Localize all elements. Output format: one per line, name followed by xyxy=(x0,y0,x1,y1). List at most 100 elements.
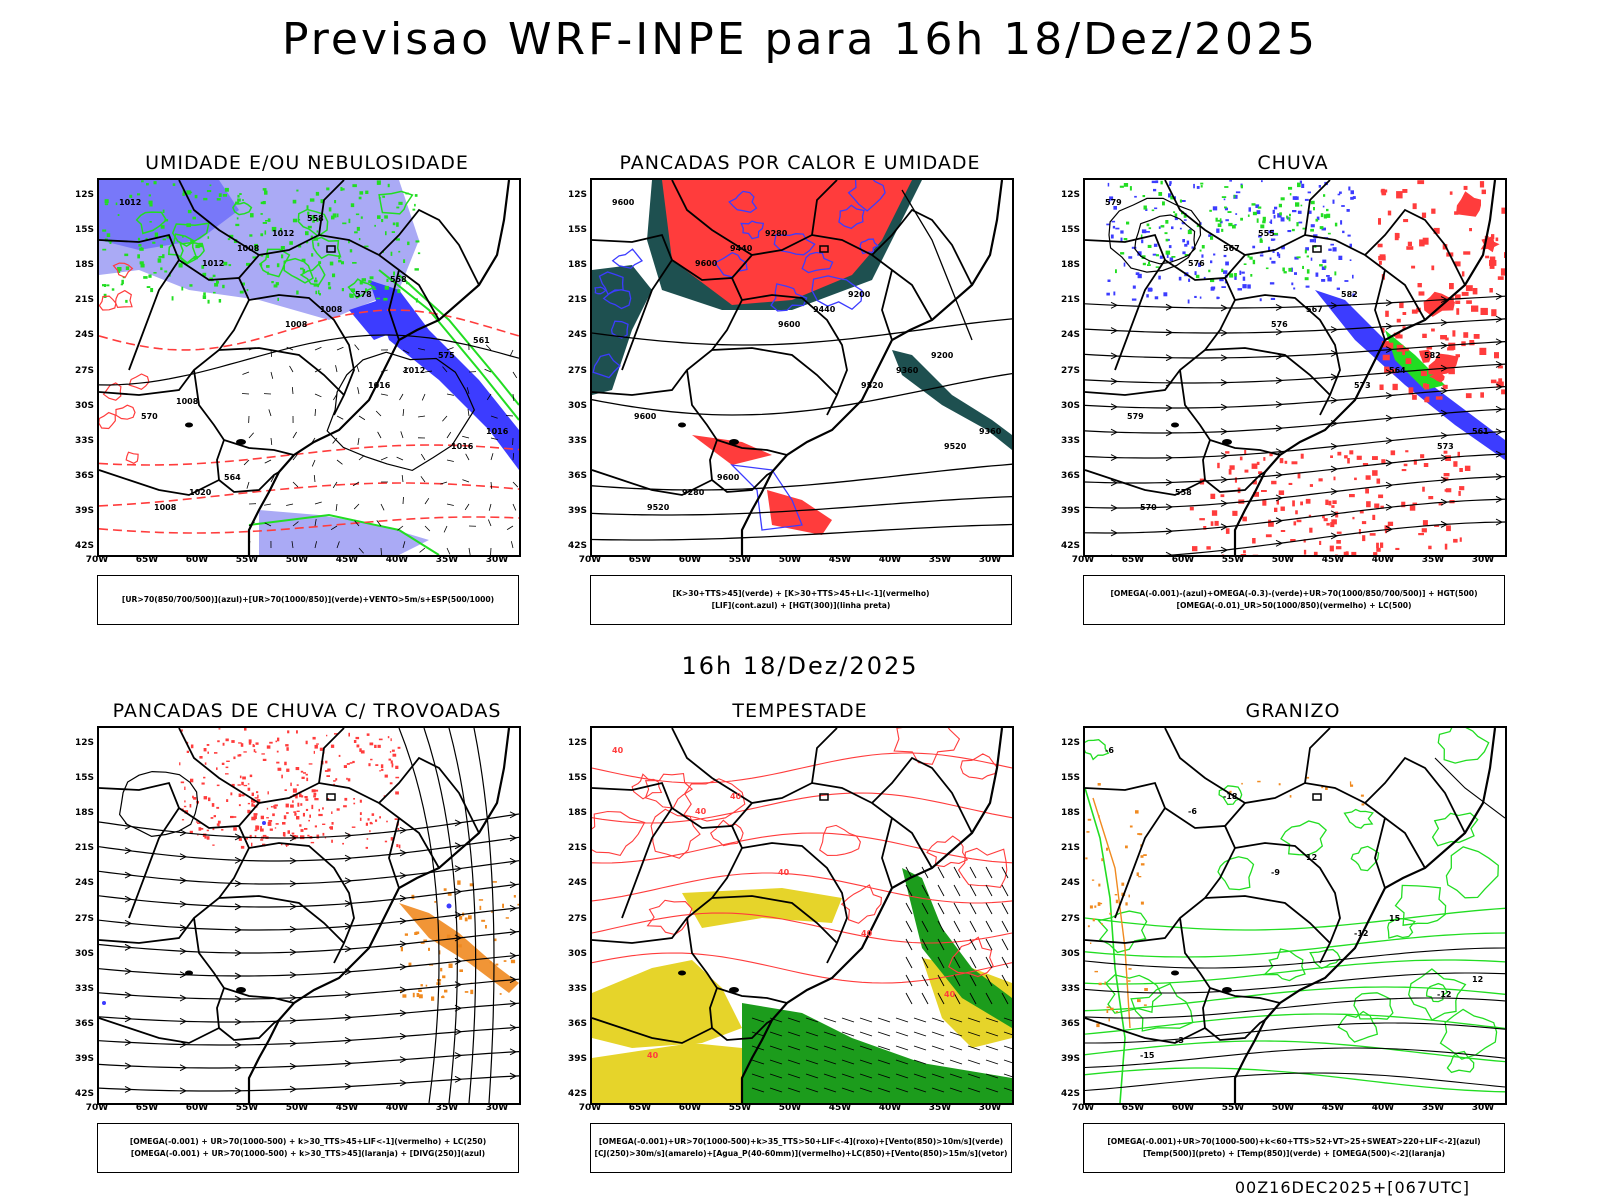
map-layer: -6 -6 -9 -12 -12 -15 -18 12 15 12 -3 xyxy=(1085,728,1505,1103)
latitude-tick-label: 30S xyxy=(74,948,94,959)
map-layer: 579 576 576 573 573 570 567 567 564 561 558 555 582 5… xyxy=(1085,180,1505,555)
panel-title: PANCADAS DE CHUVA C/ TROVOADAS xyxy=(112,700,502,722)
svg-text:579: 579 xyxy=(1105,198,1122,207)
latitude-tick-label: 33S xyxy=(74,983,94,994)
latitude-tick-label: 12S xyxy=(74,190,94,200)
longitude-tick-label: 45W xyxy=(1321,555,1345,565)
latitude-tick-label: 24S xyxy=(74,878,94,889)
latitude-tick-label: 18S xyxy=(567,808,587,819)
latitude-tick-label: 18S xyxy=(1060,260,1080,271)
svg-text:9600: 9600 xyxy=(717,473,740,482)
svg-text:570: 570 xyxy=(141,412,158,421)
svg-text:40: 40 xyxy=(695,807,707,816)
latitude-tick-label: 27S xyxy=(74,913,94,924)
svg-text:564: 564 xyxy=(1389,366,1406,375)
longitude-tick-label: 70W xyxy=(85,555,109,565)
svg-text:-6: -6 xyxy=(1188,807,1197,816)
longitude-tick-label: 60W xyxy=(185,1103,209,1113)
latitude-tick-label: 42S xyxy=(567,1089,587,1099)
longitude-tick-label: 55W xyxy=(235,555,259,565)
svg-text:558: 558 xyxy=(390,275,407,284)
latitude-tick-label: 12S xyxy=(1060,738,1080,748)
longitude-tick-label: 65W xyxy=(1121,1103,1145,1113)
map-layer: 40 40 40 40 40 40 40 xyxy=(592,728,1012,1103)
latitude-tick-label: 39S xyxy=(567,1053,587,1064)
svg-text:1008: 1008 xyxy=(176,397,199,406)
svg-text:576: 576 xyxy=(1271,320,1288,329)
latitude-tick-label: 39S xyxy=(1060,1053,1080,1064)
svg-text:40: 40 xyxy=(944,990,956,999)
latitude-tick-label: 21S xyxy=(74,843,94,854)
svg-text:578: 578 xyxy=(355,290,372,299)
latitude-tick-label: 36S xyxy=(1060,1018,1080,1029)
svg-text:561: 561 xyxy=(473,336,490,345)
longitude-tick-label: 40W xyxy=(1371,555,1395,565)
svg-text:40: 40 xyxy=(861,929,873,938)
svg-text:-15: -15 xyxy=(1140,1051,1155,1060)
svg-text:567: 567 xyxy=(1223,244,1240,253)
svg-text:12: 12 xyxy=(1472,975,1483,984)
longitude-tick-label: 50W xyxy=(1271,555,1295,565)
panel-title: PANCADAS POR CALOR E UMIDADE xyxy=(619,152,981,174)
latitude-tick-label: 12S xyxy=(567,190,587,200)
longitude-tick-label: 30W xyxy=(1471,555,1495,565)
svg-text:9200: 9200 xyxy=(931,351,954,360)
latitude-tick-label: 33S xyxy=(567,983,587,994)
svg-text:1012: 1012 xyxy=(119,198,141,207)
forecast-map: 9600 9600 9600 9520 9520 9520 9440 9440 9360 9360… xyxy=(590,178,1014,557)
latitude-tick-label: 24S xyxy=(1060,878,1080,889)
longitude-tick-label: 35W xyxy=(1421,555,1445,565)
latitude-tick-label: 42S xyxy=(1060,541,1080,551)
latitude-tick-label: 39S xyxy=(74,1053,94,1064)
legend-line: [OMEGA(-0.001) + UR>70(1000-500) + k>30_… xyxy=(130,1149,486,1158)
svg-text:567: 567 xyxy=(1306,305,1323,314)
svg-text:1012: 1012 xyxy=(272,229,294,238)
panel-legend: [UR>70(850/700/500)](azul)+[UR>70(1000/8… xyxy=(97,575,519,625)
panel-legend: [OMEGA(-0.001)+UR>70(1000-500)+k>35_TTS>… xyxy=(590,1123,1012,1173)
svg-text:558: 558 xyxy=(307,214,324,223)
svg-text:40: 40 xyxy=(612,746,624,755)
panel-legend: [OMEGA(-0.001)-(azul)+OMEGA(-0.3)-(verde… xyxy=(1083,575,1505,625)
latitude-tick-label: 30S xyxy=(1060,948,1080,959)
longitude-tick-label: 60W xyxy=(185,555,209,565)
forecast-time-label: 16h 18/Dez/2025 xyxy=(681,652,919,680)
svg-text:9520: 9520 xyxy=(647,503,670,512)
longitude-tick-label: 55W xyxy=(235,1103,259,1113)
latitude-tick-label: 36S xyxy=(74,1018,94,1029)
latitude-tick-label: 42S xyxy=(1060,1089,1080,1099)
latitude-tick-label: 24S xyxy=(74,330,94,341)
latitude-tick-label: 30S xyxy=(567,948,587,959)
forecast-map: 1012 1012 1008 1016 1016 1008 1008 1008 1012 1016… xyxy=(97,178,521,557)
latitude-tick-label: 39S xyxy=(1060,505,1080,516)
longitude-tick-label: 45W xyxy=(828,555,852,565)
svg-text:1008: 1008 xyxy=(237,244,260,253)
svg-text:576: 576 xyxy=(1188,259,1205,268)
longitude-tick-label: 45W xyxy=(1321,1103,1345,1113)
forecast-map: 579 576 576 573 573 570 567 567 564 561 558 555 582 5… xyxy=(1083,178,1507,557)
latitude-tick-label: 36S xyxy=(74,470,94,481)
svg-text:9360: 9360 xyxy=(979,427,1002,436)
svg-text:564: 564 xyxy=(224,473,241,482)
svg-text:-12: -12 xyxy=(1437,990,1451,999)
longitude-tick-label: 35W xyxy=(435,1103,459,1113)
longitude-tick-label: 55W xyxy=(728,555,752,565)
longitude-tick-label: 60W xyxy=(1171,1103,1195,1113)
latitude-tick-label: 42S xyxy=(74,541,94,551)
panel-legend: [OMEGA(-0.001)+UR>70(1000-500)+k<60+TTS>… xyxy=(1083,1123,1505,1173)
longitude-tick-label: 40W xyxy=(1371,1103,1395,1113)
svg-text:1016: 1016 xyxy=(368,381,391,390)
svg-text:-6: -6 xyxy=(1105,746,1114,755)
svg-text:1008: 1008 xyxy=(320,305,343,314)
latitude-tick-label: 33S xyxy=(74,435,94,446)
latitude-tick-label: 27S xyxy=(567,913,587,924)
svg-text:9520: 9520 xyxy=(861,381,884,390)
panel-title: CHUVA xyxy=(1257,152,1329,174)
longitude-tick-label: 35W xyxy=(928,555,952,565)
latitude-tick-label: 15S xyxy=(74,773,94,784)
panel-title: UMIDADE E/OU NEBULOSIDADE xyxy=(145,152,469,174)
svg-text:-9: -9 xyxy=(1271,868,1280,877)
latitude-tick-label: 30S xyxy=(1060,400,1080,411)
legend-line: [K>30+TTS>45](verde) + [K>30+TTS>45+LI<-… xyxy=(672,589,930,598)
svg-text:558: 558 xyxy=(1175,488,1192,497)
latitude-tick-label: 21S xyxy=(1060,295,1080,306)
